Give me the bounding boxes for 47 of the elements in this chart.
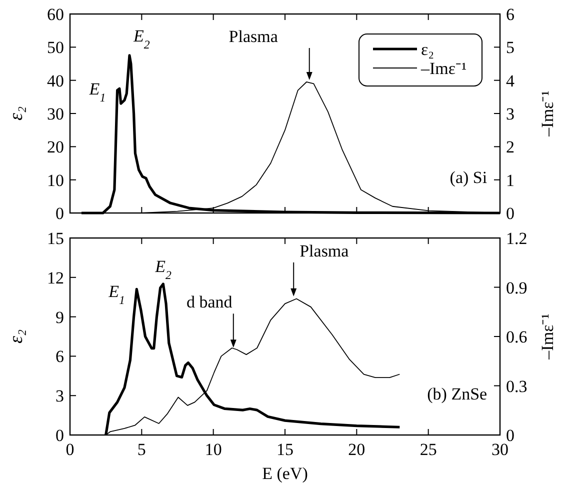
y2-tick-label: 0.3 bbox=[506, 376, 528, 396]
y2-tick-label: 5 bbox=[506, 38, 514, 58]
y2-tick-label: 1.2 bbox=[506, 229, 528, 248]
annotation: E$_{2}$ bbox=[132, 26, 150, 52]
y2-axis-title: –Imε⁻¹ bbox=[538, 90, 557, 138]
y-axis-title: ε₂ bbox=[6, 106, 27, 121]
x-tick-label: 30 bbox=[492, 440, 508, 459]
y-tick-label: 50 bbox=[47, 38, 64, 58]
y-tick-label: 10 bbox=[47, 170, 64, 190]
annotation: Plasma bbox=[300, 241, 350, 260]
annotation: d band bbox=[186, 292, 233, 312]
annotation: (b) ZnSe bbox=[427, 384, 488, 404]
x-tick-label: 10 bbox=[204, 440, 222, 459]
y2-tick-label: 6 bbox=[506, 5, 514, 24]
y-tick-label: 15 bbox=[47, 229, 64, 248]
y-tick-label: 9 bbox=[56, 308, 64, 327]
annotation: E$_{1}$ bbox=[108, 282, 125, 308]
y2-axis-title: –Imε⁻¹ bbox=[538, 314, 557, 360]
y-tick-label: 60 bbox=[47, 5, 64, 24]
y2-tick-label: 3 bbox=[506, 104, 514, 124]
y-tick-label: 12 bbox=[47, 268, 64, 288]
x-tick-label: 15 bbox=[276, 440, 294, 459]
y2-tick-label: 0.6 bbox=[506, 328, 528, 346]
y2-tick-label: 4 bbox=[506, 71, 515, 90]
x-tick-label: 5 bbox=[137, 440, 146, 459]
y2-tick-label: 2 bbox=[506, 138, 514, 157]
y-tick-label: 0 bbox=[56, 204, 64, 223]
annotation: (a) Si bbox=[450, 168, 488, 188]
y2-tick-label: 0 bbox=[506, 426, 514, 445]
y-tick-label: 0 bbox=[56, 426, 64, 445]
y-tick-label: 20 bbox=[47, 138, 64, 157]
y-tick-label: 40 bbox=[47, 71, 64, 90]
y2-tick-label: 1 bbox=[506, 170, 514, 190]
y-tick-label: 3 bbox=[56, 386, 64, 406]
annotation: E$_{2}$ bbox=[154, 256, 172, 282]
annotation: Plasma bbox=[228, 26, 278, 46]
x-tick-label: 25 bbox=[420, 440, 437, 459]
y-tick-label: 6 bbox=[56, 347, 64, 366]
x-axis-title: E (eV) bbox=[262, 464, 308, 483]
y-axis-title: ε₂ bbox=[6, 329, 27, 344]
y2-tick-label: 0.9 bbox=[506, 278, 528, 298]
legend-label: ε₂ bbox=[421, 40, 434, 59]
annotation: E$_{1}$ bbox=[88, 79, 106, 104]
y2-tick-label: 0 bbox=[506, 204, 514, 223]
legend-label: –Imε⁻¹ bbox=[420, 59, 467, 78]
x-tick-label: 20 bbox=[348, 440, 366, 459]
y-tick-label: 30 bbox=[47, 104, 64, 124]
